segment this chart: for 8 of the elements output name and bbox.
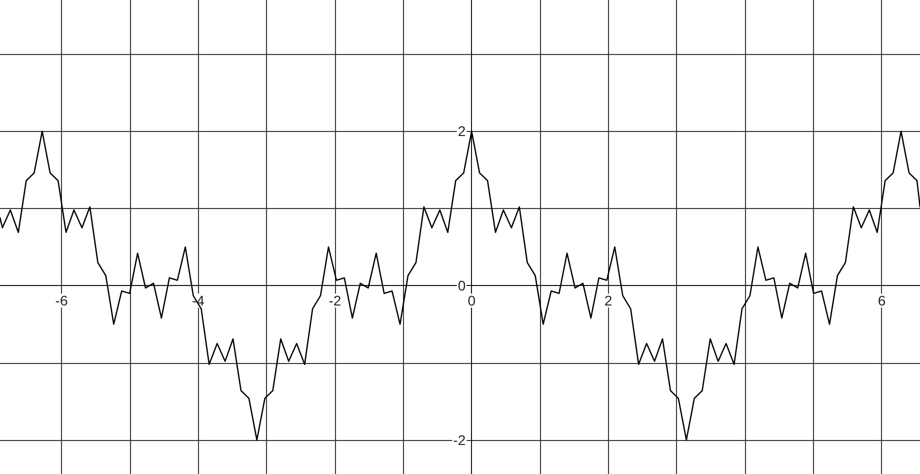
x-tick-label: 2 [604, 292, 612, 309]
x-tick-label: 6 [878, 292, 886, 309]
x-tick-label: -2 [328, 292, 342, 309]
y-tick-label: -2 [453, 432, 466, 448]
y-tick-label: 0 [458, 278, 466, 294]
y-tick-label: 2 [458, 123, 466, 140]
x-tick-label: 0 [468, 292, 476, 309]
x-tick-label: -6 [55, 292, 68, 309]
